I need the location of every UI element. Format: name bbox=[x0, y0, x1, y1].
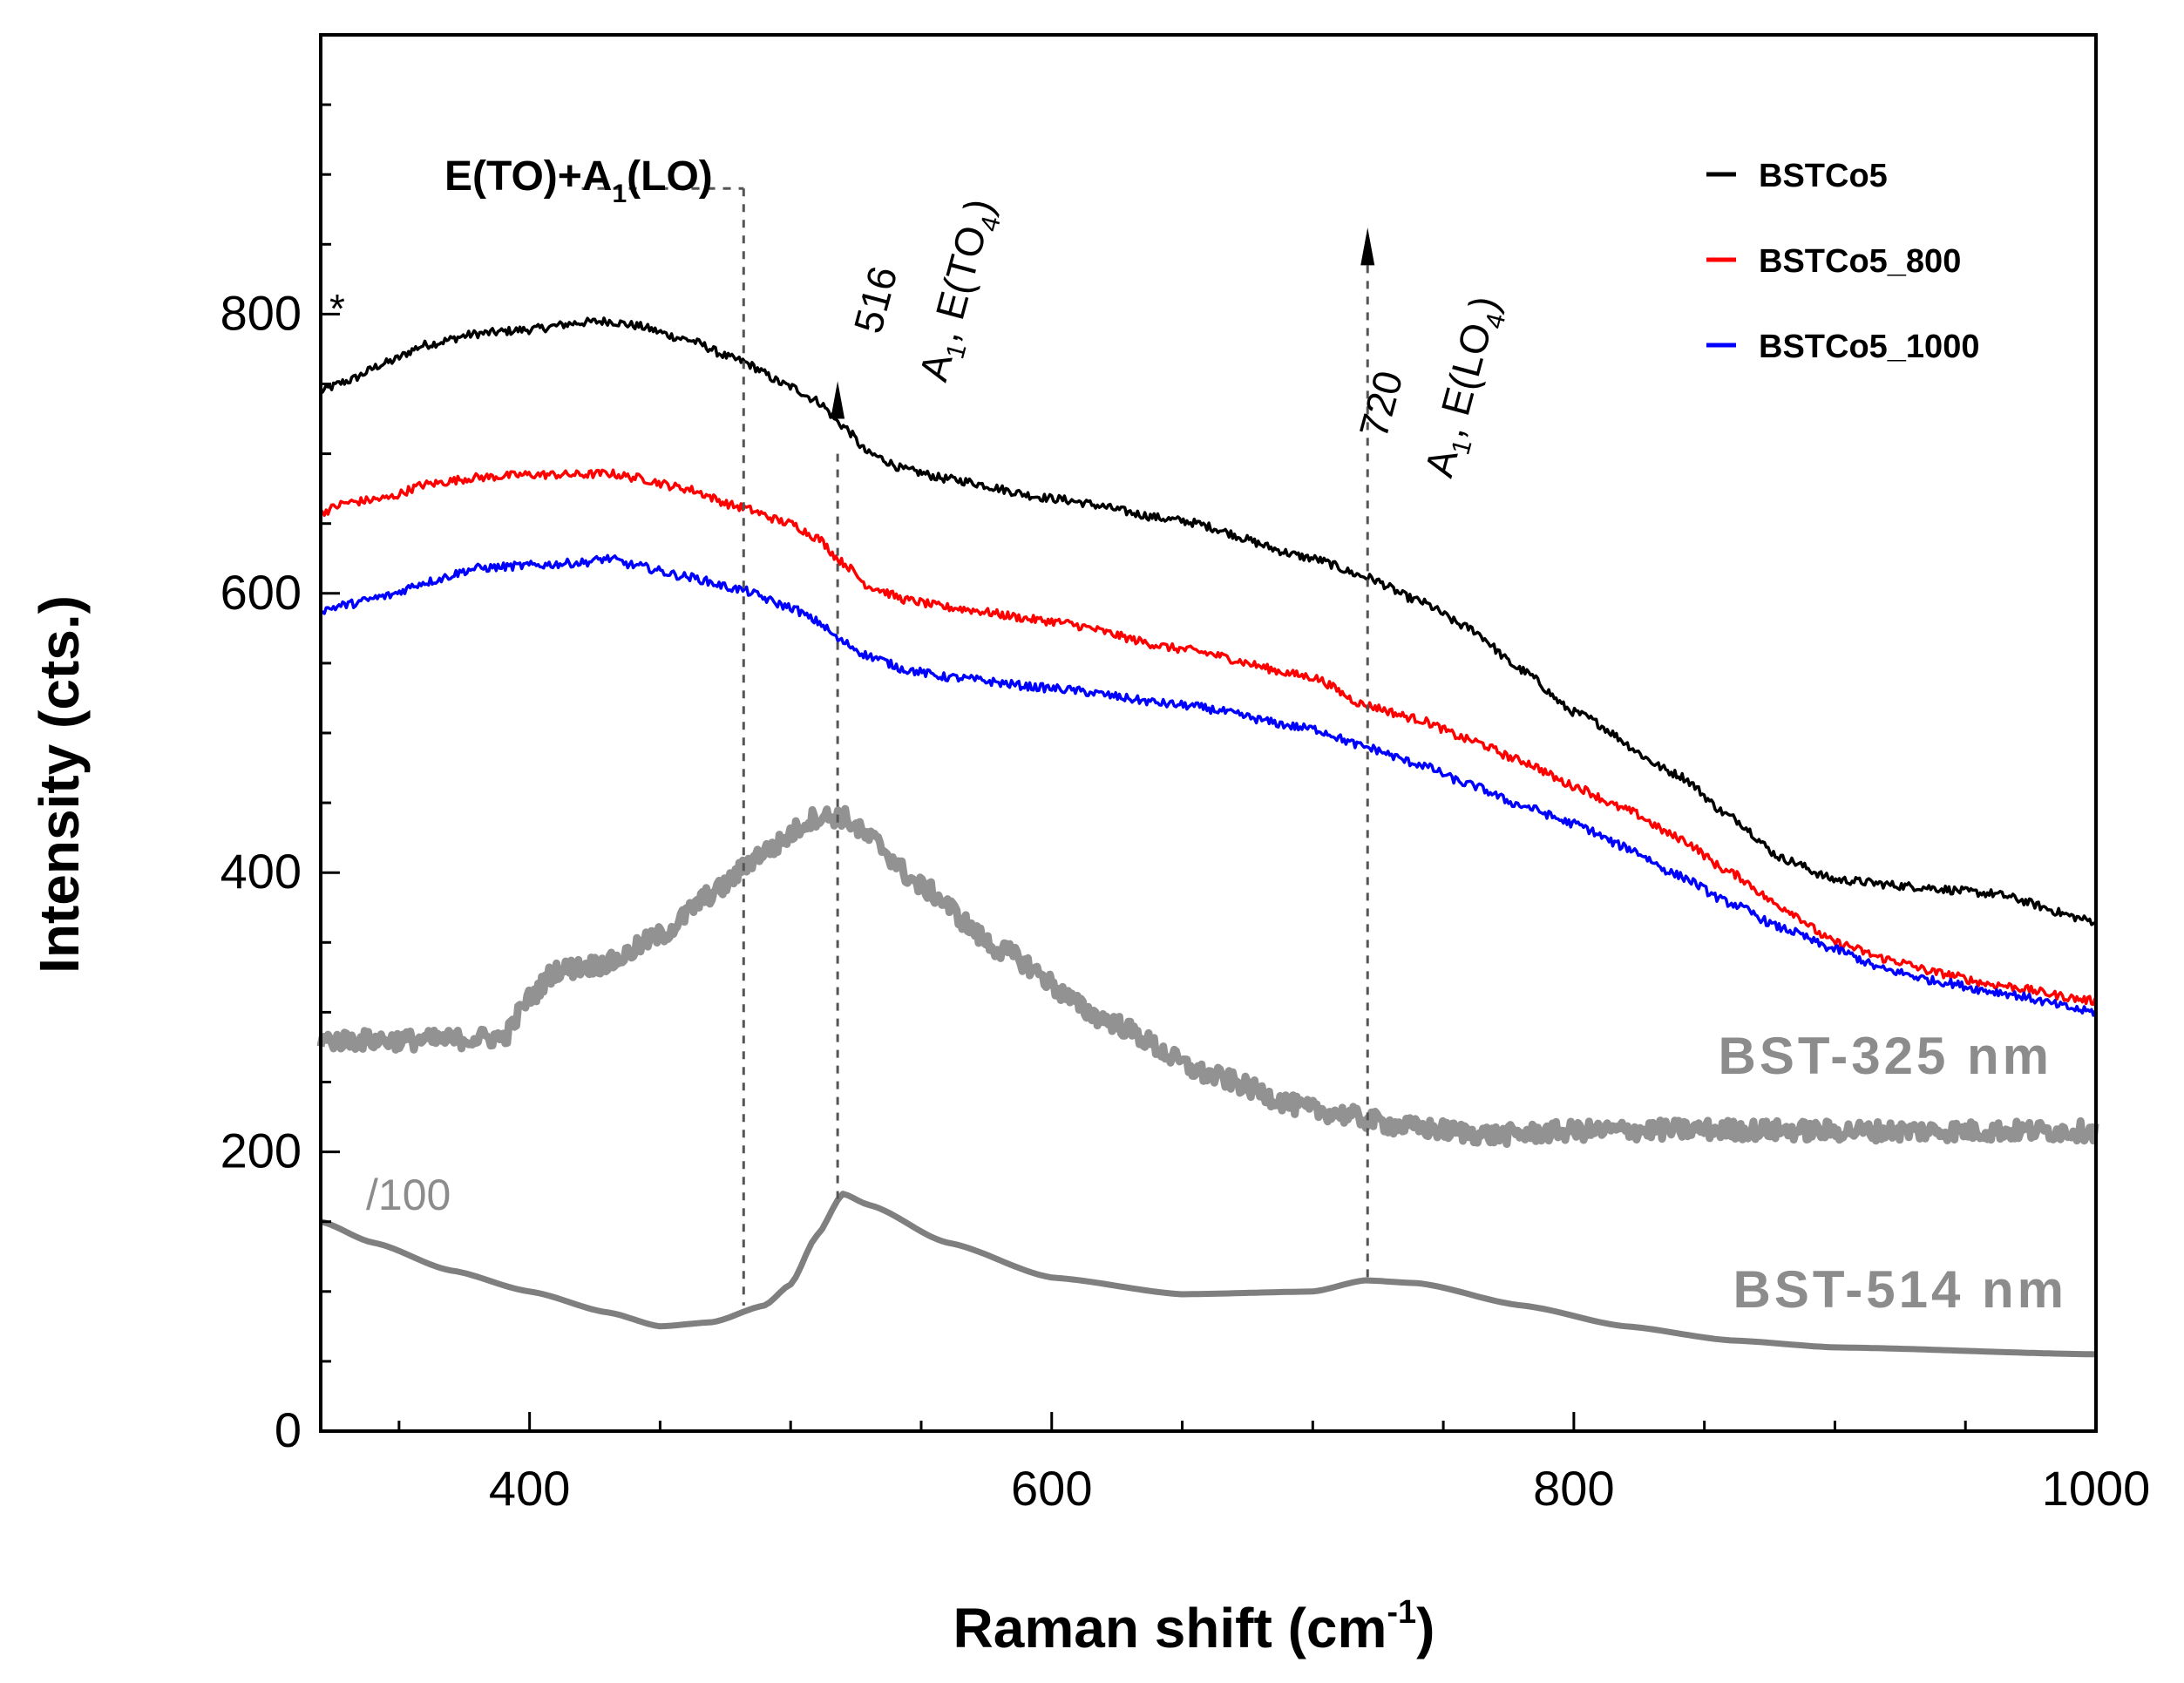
x-tick-label: 600 bbox=[1011, 1461, 1092, 1516]
x-tick-label: 400 bbox=[489, 1461, 570, 1516]
bst-514-label: BST-514 nm bbox=[1733, 1260, 2067, 1319]
y-tick-label: 800 bbox=[220, 285, 302, 340]
x-axis-title: Raman shift (cm-1) bbox=[953, 1594, 1435, 1659]
y-tick-label: 600 bbox=[220, 565, 302, 620]
scale-note: /100 bbox=[366, 1171, 451, 1219]
y-axis-title: Intensity (cts.) bbox=[28, 595, 91, 974]
series-line-0 bbox=[319, 316, 2097, 926]
series-line-1 bbox=[319, 468, 2097, 1007]
x-tick-label: 1000 bbox=[2042, 1461, 2151, 1516]
y-tick-label: 400 bbox=[220, 844, 302, 899]
legend: BSTCo5 BSTCo5_800 BSTCo5_1000 bbox=[1706, 158, 1979, 365]
series-line-2 bbox=[320, 553, 2097, 1017]
legend-label: BSTCo5_800 bbox=[1759, 243, 1961, 280]
axes: 400 600 800 1000 0 200 400 600 800 bbox=[220, 33, 2151, 1516]
reference-lines bbox=[581, 187, 1375, 1306]
arrow-720 bbox=[1360, 227, 1375, 266]
series-layer bbox=[316, 316, 2099, 1358]
y-tick-label: 0 bbox=[275, 1402, 302, 1457]
legend-label: BSTCo5 bbox=[1759, 158, 1888, 194]
legend-label: BSTCo5_1000 bbox=[1759, 329, 1979, 365]
arrow-516 bbox=[831, 381, 845, 419]
y-tick-label: 200 bbox=[220, 1123, 302, 1178]
star-marker: * bbox=[329, 286, 345, 331]
x-tick-label: 800 bbox=[1533, 1461, 1614, 1516]
bracket-annotation: E(TO)+A1(LO) bbox=[444, 153, 713, 208]
series-line-3 bbox=[316, 804, 2099, 1148]
bst-325-label: BST-325 nm bbox=[1719, 1027, 2052, 1085]
series-line-4 bbox=[320, 1191, 2097, 1358]
